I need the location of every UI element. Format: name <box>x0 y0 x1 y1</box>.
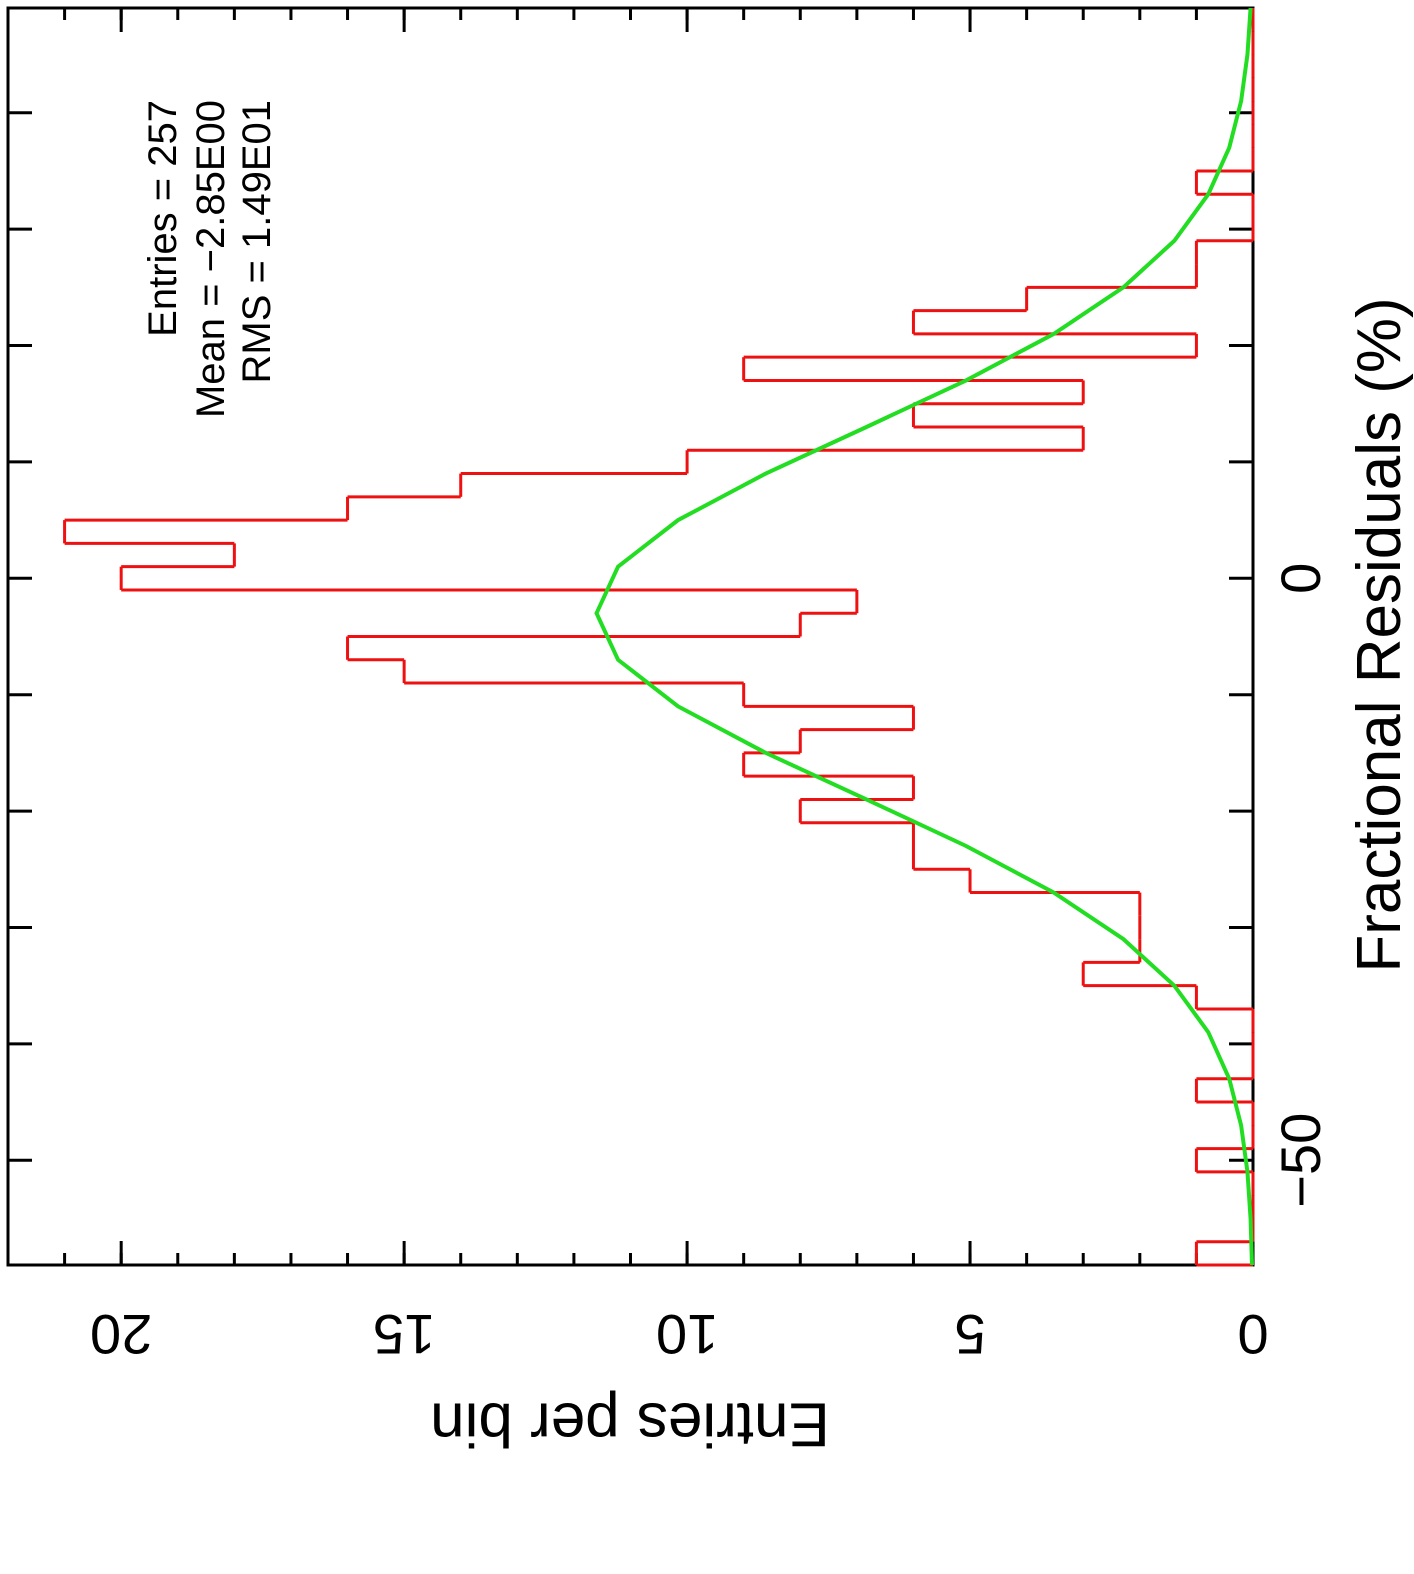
y-tick-label: 10 <box>656 1303 718 1366</box>
stats-mean: Mean = −2.85E00 <box>189 100 233 418</box>
x-tick-label: −50 <box>1269 1113 1332 1208</box>
y-tick-label: 0 <box>1237 1303 1268 1366</box>
x-tick-label: 0 <box>1269 563 1332 594</box>
x-axis-title: Fractional Residuals (%) <box>1345 297 1414 972</box>
fit-curve <box>594 7 1254 1266</box>
stats-entries: Entries = 257 <box>141 100 185 337</box>
stats-rms: RMS = 1.49E01 <box>235 100 279 384</box>
y-tick-label: 5 <box>954 1303 985 1366</box>
y-tick-label: 15 <box>373 1303 435 1366</box>
y-tick-label: 20 <box>90 1303 152 1366</box>
y-axis-title: Entries per bin <box>430 1390 830 1459</box>
